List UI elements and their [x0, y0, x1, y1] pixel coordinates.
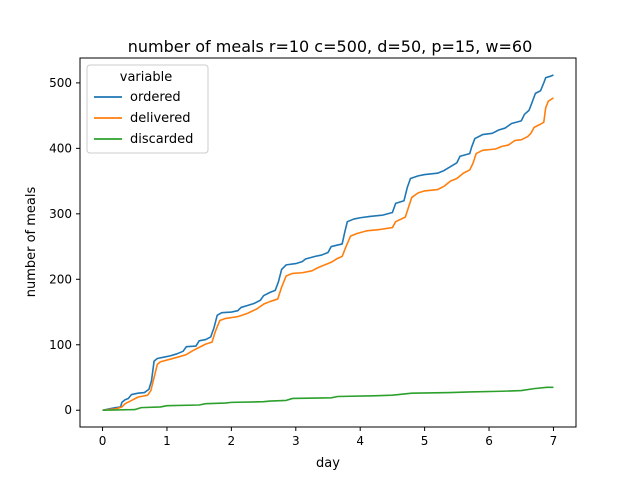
- y-tick-label: 100: [49, 338, 72, 352]
- legend: variable ordered delivered discarded: [86, 64, 209, 154]
- x-tick-label: 4: [356, 434, 364, 448]
- x-tick-label: 1: [163, 434, 171, 448]
- legend-box: [86, 64, 209, 154]
- legend-label-delivered: delivered: [130, 111, 190, 126]
- series-line-delivered: [102, 97, 554, 412]
- y-tick-label: 200: [49, 272, 72, 286]
- x-tick-label: 5: [421, 434, 429, 448]
- y-axis: 0 100 200 300 400 500: [49, 76, 80, 417]
- x-axis-label: day: [316, 456, 340, 471]
- chart-title: number of meals r=10 c=500, d=50, p=15, …: [128, 37, 533, 56]
- x-tick-label: 3: [292, 434, 300, 448]
- x-tick-label: 7: [550, 434, 558, 448]
- x-axis: 0 1 2 3 4 5 6 7: [99, 427, 558, 448]
- x-tick-label: 0: [99, 434, 107, 448]
- legend-label-ordered: ordered: [130, 90, 181, 105]
- series-line-ordered: [102, 74, 554, 412]
- legend-label-discarded: discarded: [130, 132, 193, 147]
- y-tick-label: 500: [49, 76, 72, 90]
- x-tick-label: 2: [228, 434, 236, 448]
- x-tick-label: 6: [485, 434, 493, 448]
- plot-frame: [79, 57, 577, 428]
- y-tick-label: 400: [49, 141, 72, 155]
- series-layer: [102, 74, 554, 412]
- y-tick-label: 0: [64, 403, 72, 417]
- series-line-discarded: [102, 386, 554, 412]
- legend-title: variable: [120, 70, 172, 85]
- y-tick-label: 300: [49, 207, 72, 221]
- y-axis-label: number of meals: [24, 187, 39, 298]
